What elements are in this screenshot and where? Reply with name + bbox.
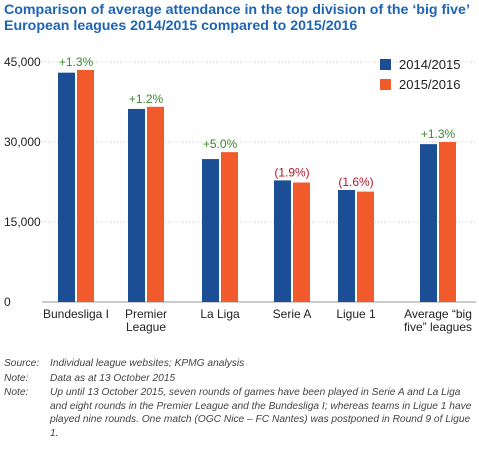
- bar-2015: [221, 152, 238, 302]
- legend-swatch-2015: [380, 78, 391, 90]
- bar-2015: [439, 142, 456, 302]
- note-text: Up until 13 October 2015, seven rounds o…: [50, 387, 472, 439]
- note-key: Note:: [4, 387, 29, 398]
- chart-title-line-1: Comparison of average attendance in the …: [4, 2, 470, 18]
- bar-2014: [274, 180, 291, 302]
- y-tick-label: 45,000: [4, 55, 41, 69]
- bar-2014: [420, 144, 437, 302]
- chart-title-line-2: European leagues 2014/2015 compared to 2…: [4, 18, 358, 34]
- bar-2015: [293, 182, 310, 302]
- chart-legend: 2014/2015 2015/2016: [380, 54, 460, 94]
- x-category-label: Ligue 1: [336, 307, 376, 321]
- bar-2015: [147, 106, 164, 302]
- legend-item-2015: 2015/2016: [380, 74, 460, 94]
- x-category-label: Bundesliga I: [43, 307, 109, 321]
- bar-2014: [338, 190, 355, 302]
- x-category-label: Premier: [125, 307, 167, 321]
- note-date: Note: Data as at 13 October 2015: [4, 372, 476, 386]
- x-category-label: Average “big: [404, 307, 472, 321]
- chart-title: Comparison of average attendance in the …: [4, 2, 476, 34]
- bar-2015: [77, 70, 94, 302]
- bar-chart: 0 15,000 30,000 45,000 +1.3% +1.2% +5.0% (1.9%)…: [4, 55, 476, 334]
- y-tick-label: 30,000: [4, 135, 41, 149]
- note-key: Source:: [4, 358, 40, 369]
- note-text: Data as at 13 October 2015: [50, 372, 176, 384]
- change-label: +1.3%: [59, 55, 94, 69]
- x-category-label: League: [126, 320, 166, 334]
- change-label: +1.3%: [421, 127, 456, 141]
- x-category-label: five” leagues: [404, 320, 472, 334]
- change-label: +1.2%: [129, 92, 164, 106]
- bar-2014: [128, 108, 145, 302]
- legend-label-2014: 2014/2015: [399, 56, 461, 72]
- change-label: (1.6%): [338, 175, 373, 189]
- bar-2014: [202, 159, 219, 302]
- bar-2014: [58, 72, 75, 303]
- grid-layer: [42, 61, 476, 303]
- note-key: Note:: [4, 372, 29, 384]
- bar-2015: [357, 191, 374, 302]
- change-label: +5.0%: [203, 137, 238, 151]
- legend-swatch-2014: [380, 58, 391, 70]
- x-category-label: Serie A: [273, 307, 312, 321]
- legend-item-2014: 2014/2015: [380, 54, 460, 74]
- note-source: Source: Individual league websites; KPMG…: [4, 357, 476, 371]
- labels-layer: 0 15,000 30,000 45,000 +1.3% +1.2% +5.0% (1.9%)…: [4, 55, 472, 334]
- chart-notes: Source: Individual league websites; KPMG…: [4, 357, 476, 440]
- legend-label-2015: 2015/2016: [399, 76, 461, 92]
- y-tick-label: 0: [4, 295, 11, 309]
- change-label: (1.9%): [274, 165, 309, 179]
- bars-layer: [58, 70, 456, 303]
- note-rounds: Note: Up until 13 October 2015, seven ro…: [4, 386, 476, 440]
- y-tick-label: 15,000: [4, 215, 41, 229]
- note-text: Individual league websites; KPMG analysi…: [50, 358, 245, 369]
- x-category-label: La Liga: [200, 307, 240, 321]
